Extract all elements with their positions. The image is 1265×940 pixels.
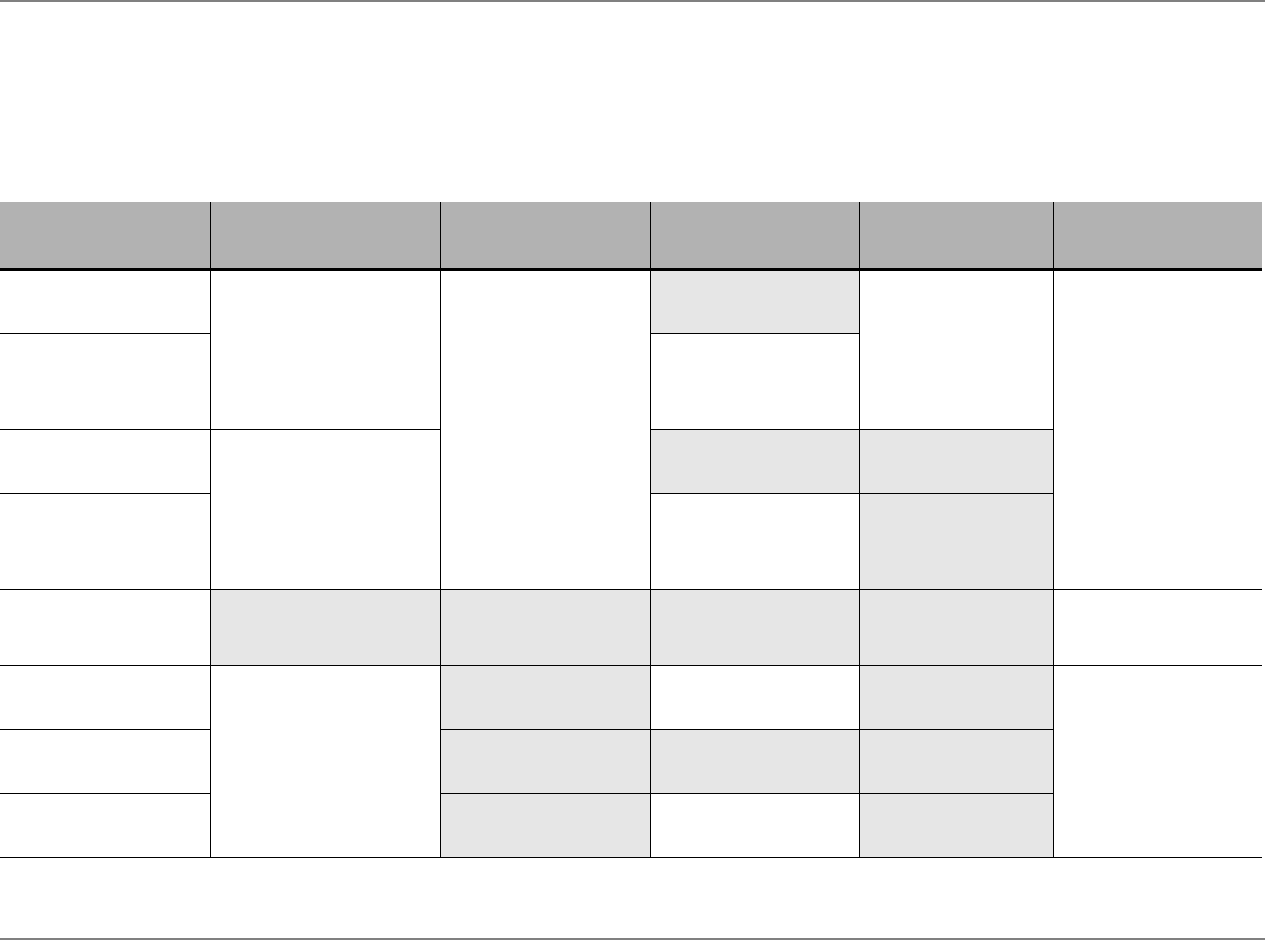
header-row: [0, 202, 1262, 268]
header-rule: [0, 268, 1262, 271]
shaded-cells: [210, 271, 1053, 857]
row-borders: [0, 333, 1262, 858]
cell: [650, 429, 859, 493]
cell: [210, 589, 1053, 665]
cell: [859, 429, 1053, 589]
cell: [859, 665, 1053, 857]
cell: [440, 665, 650, 857]
column-separators: [210, 202, 1054, 857]
cell: [650, 729, 859, 793]
cell: [650, 271, 859, 333]
